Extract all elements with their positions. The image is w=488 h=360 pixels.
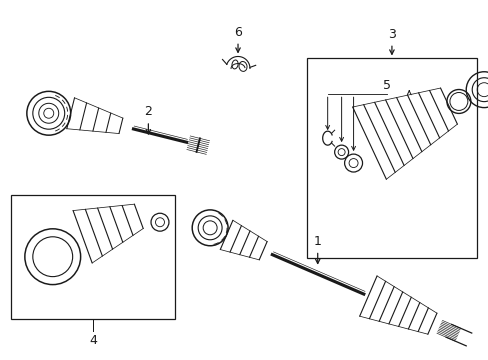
Text: 3: 3 bbox=[387, 28, 395, 54]
Bar bbox=[11, 195, 175, 319]
Text: 4: 4 bbox=[89, 334, 97, 347]
Text: 1: 1 bbox=[313, 235, 321, 264]
Text: 5: 5 bbox=[383, 79, 391, 92]
Bar bbox=[306, 58, 476, 258]
Text: 2: 2 bbox=[144, 105, 152, 134]
Text: 6: 6 bbox=[234, 26, 242, 52]
